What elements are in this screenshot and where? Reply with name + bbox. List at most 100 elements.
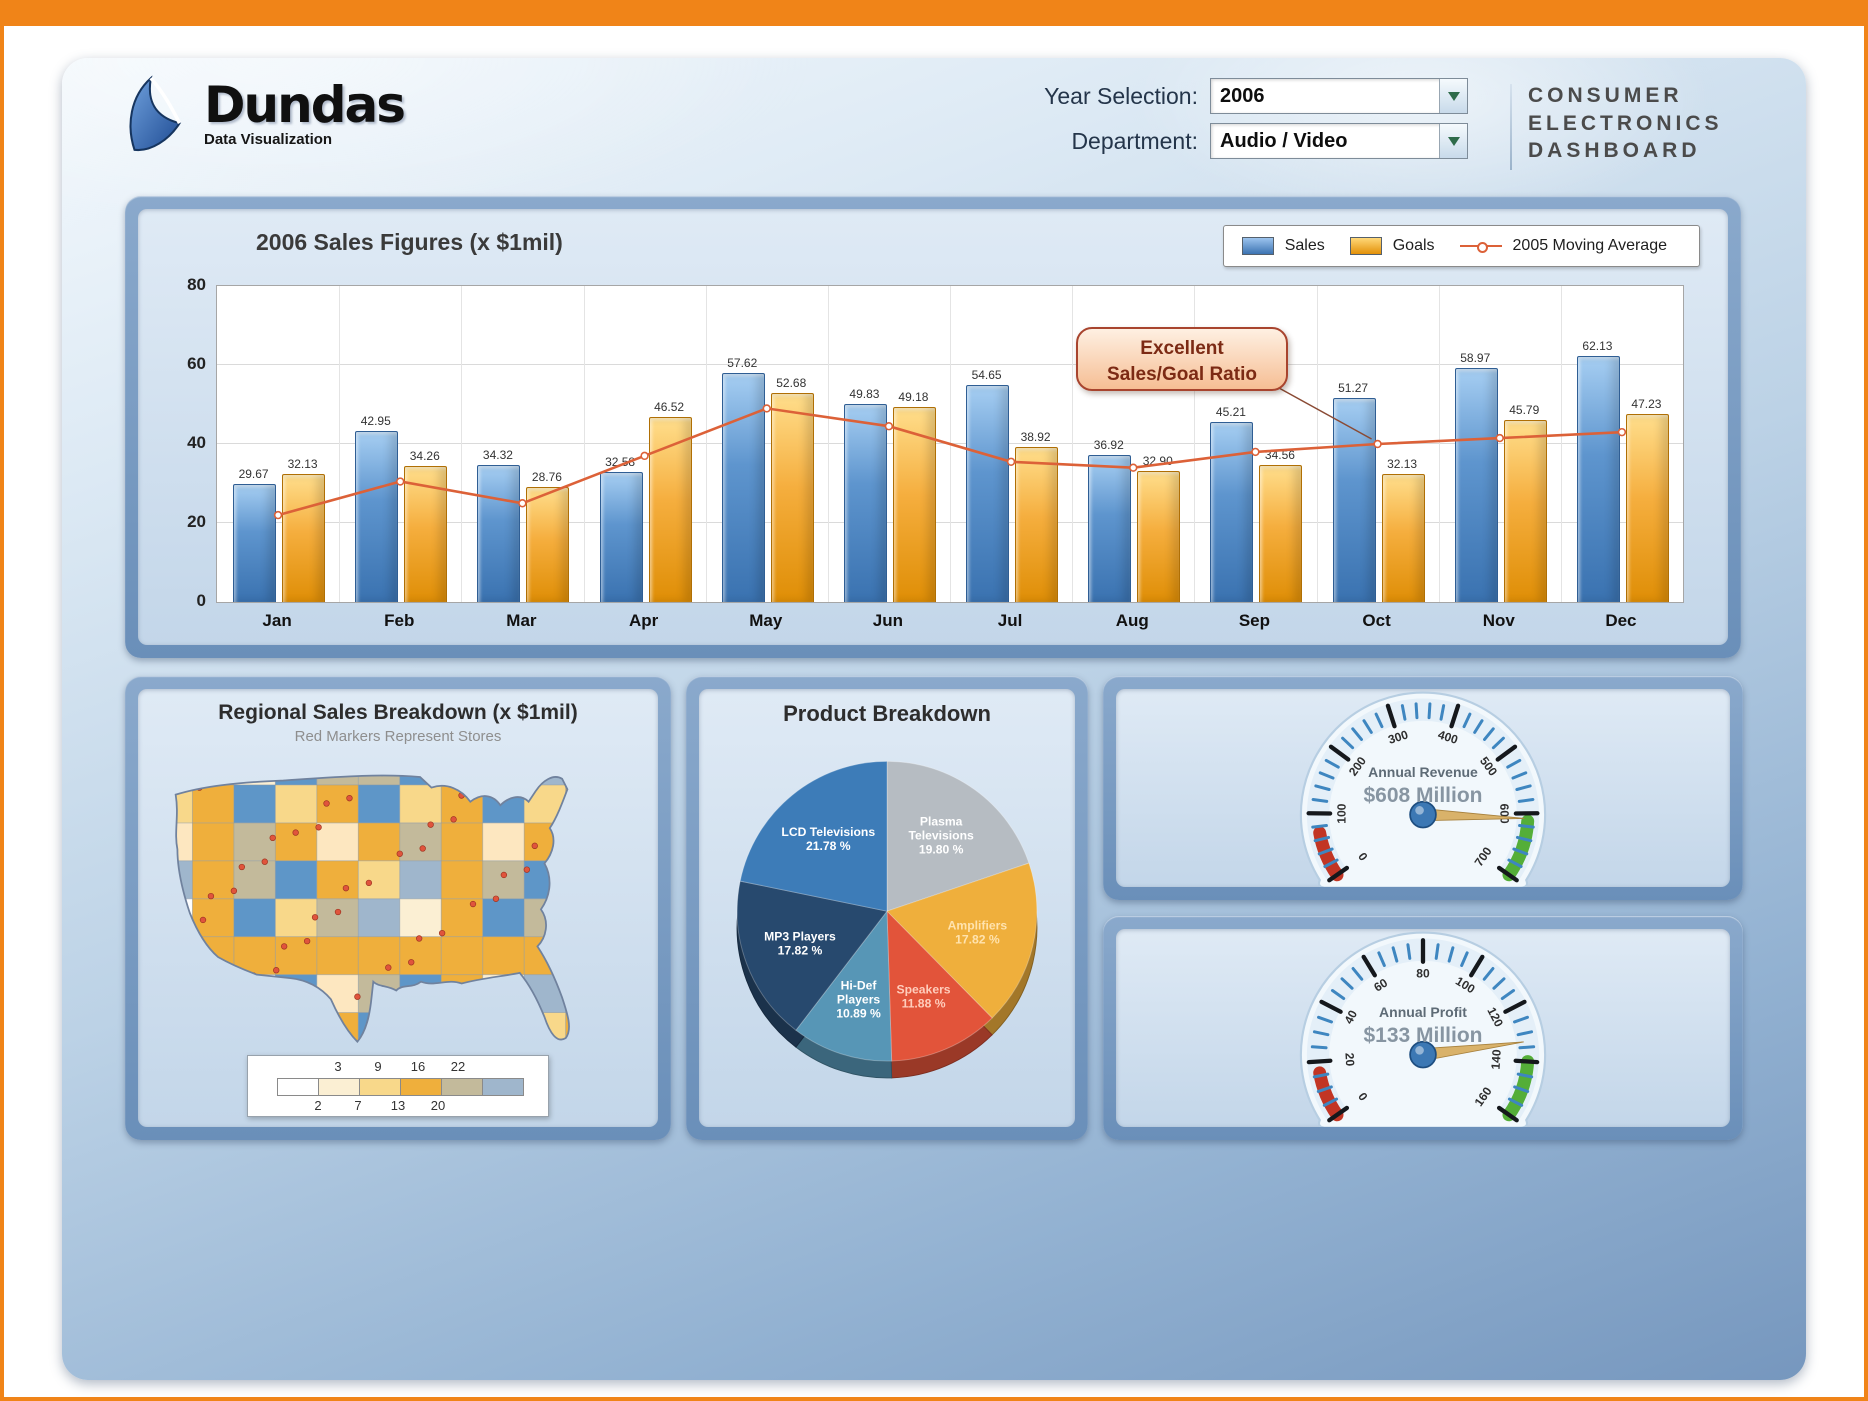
product-breakdown-content: Product Breakdown Plasma Televisions 19.80… [699,689,1075,1127]
pie-slice-label: 10.89 % [836,1006,881,1020]
year-select-value: 2006 [1220,84,1265,107]
gauge-tick-label: 100 [1334,803,1348,824]
v-gridline [827,286,829,602]
state-region [175,974,193,1013]
state-region [316,1012,359,1042]
year-select[interactable]: 2006 [1210,78,1468,114]
state-region [399,784,442,823]
state-region [607,823,648,861]
pie-slice-label: 11.88 % [902,996,946,1010]
sales-bar [477,465,521,602]
legend-color-cell [482,1078,524,1096]
state-region [524,784,566,823]
legend-color-cell [441,1078,483,1096]
state-region [565,1012,570,1042]
minor-tick [1507,858,1523,869]
sales-bar [1576,355,1620,602]
state-region [441,784,483,823]
major-tick [1327,1105,1350,1123]
gauge-tick-label: 20 [1342,1052,1357,1067]
state-region [316,822,359,861]
annual-revenue-gauge-content: Annual Revenue $608 Million 0 100 200 300 40… [1116,689,1730,887]
state-region [524,775,566,785]
state-region [358,775,400,785]
pie-slice [736,880,888,1031]
department-select[interactable]: Audio / Video [1210,123,1468,159]
major-tick [1496,865,1519,883]
state-region [482,898,525,937]
major-tick [1361,954,1377,978]
store-marker [492,895,500,902]
y-tick-label: 20 [187,512,206,531]
minor-tick [1377,951,1386,968]
goals-bar [1015,447,1059,602]
sales-legend-label: Sales [1284,237,1325,254]
major-tick [1496,1105,1519,1123]
state-region [275,936,317,975]
annual-profit-gauge: Annual Profit $133 Million 0 20 40 60 80 100 1… [1208,929,1638,1127]
x-tick-label: Apr [628,611,659,630]
state-region [607,937,648,975]
state-region [233,822,276,861]
goals-bar [1381,474,1425,602]
state-region [482,822,525,861]
goals-bar [404,465,448,602]
sales-bar [966,385,1010,602]
minor-tick [1312,1072,1330,1079]
x-tick-label: Oct [1362,611,1391,630]
legend-color-cells [277,1078,524,1096]
bar-value-label: 51.27 [1338,381,1369,396]
dropdown-arrow-button[interactable] [1439,79,1467,113]
dashboard-card: Dundas Data Visualization Year Selection… [62,58,1806,1380]
state-region [233,936,276,975]
v-gridline [583,286,585,602]
pie-slice-label: Hi-Def [841,978,878,992]
state-region [482,974,525,1013]
gauge-tick-label: 400 [1436,727,1460,747]
minor-tick [1482,967,1495,981]
minor-tick [1439,704,1446,721]
state-region [399,860,442,899]
goals-bar [1503,420,1547,602]
v-gridline [950,286,951,602]
logo-title: Dundas [204,75,406,134]
sales-figures-panel: 2006 Sales Figures (x $1mil) Sales Goals… [125,196,1741,658]
dropdown-arrow-button[interactable] [1439,124,1467,158]
map-states-layer [175,775,648,1042]
map-title: Regional Sales Breakdown (x $1mil) [218,701,578,724]
state-region [233,974,276,1013]
minor-tick [1314,784,1331,792]
gauge-hub-highlight [1415,1046,1424,1055]
state-region [441,1012,483,1042]
state-region [192,936,234,975]
state-region [175,936,193,975]
major-tick [1327,865,1350,883]
state-region [441,822,483,861]
legend-color-cell [318,1078,360,1096]
moving-average-legend-label: 2005 Moving Average [1512,237,1667,254]
minor-tick [1318,771,1335,780]
goals-bar [648,417,692,602]
store-marker [481,787,488,794]
legend-label: 22 [450,1059,466,1074]
annotation-line: Sales/Goal Ratio [1107,363,1257,385]
legend-label: 2 [314,1098,322,1113]
goals-bar [1137,471,1181,602]
pie-slice-label: LCD Televisions [781,825,875,839]
state-region [233,784,276,823]
product-breakdown-panel: Product Breakdown Plasma Televisions 19.80… [686,676,1088,1140]
bar-value-label: 32.13 [1387,457,1418,472]
gauge-title: Annual Profit [1379,1004,1467,1021]
state-region [192,860,234,899]
gauge-tick-label: 300 [1386,727,1410,747]
us-outline [174,774,570,1044]
state-region [607,785,648,823]
state-region [565,898,570,937]
state-region [441,898,483,937]
minor-tick [1312,1030,1330,1037]
bar-value-label: 34.26 [409,448,440,463]
minor-tick [1313,835,1331,843]
store-marker [415,935,423,942]
state-region [358,898,400,937]
store-marker [365,879,373,887]
